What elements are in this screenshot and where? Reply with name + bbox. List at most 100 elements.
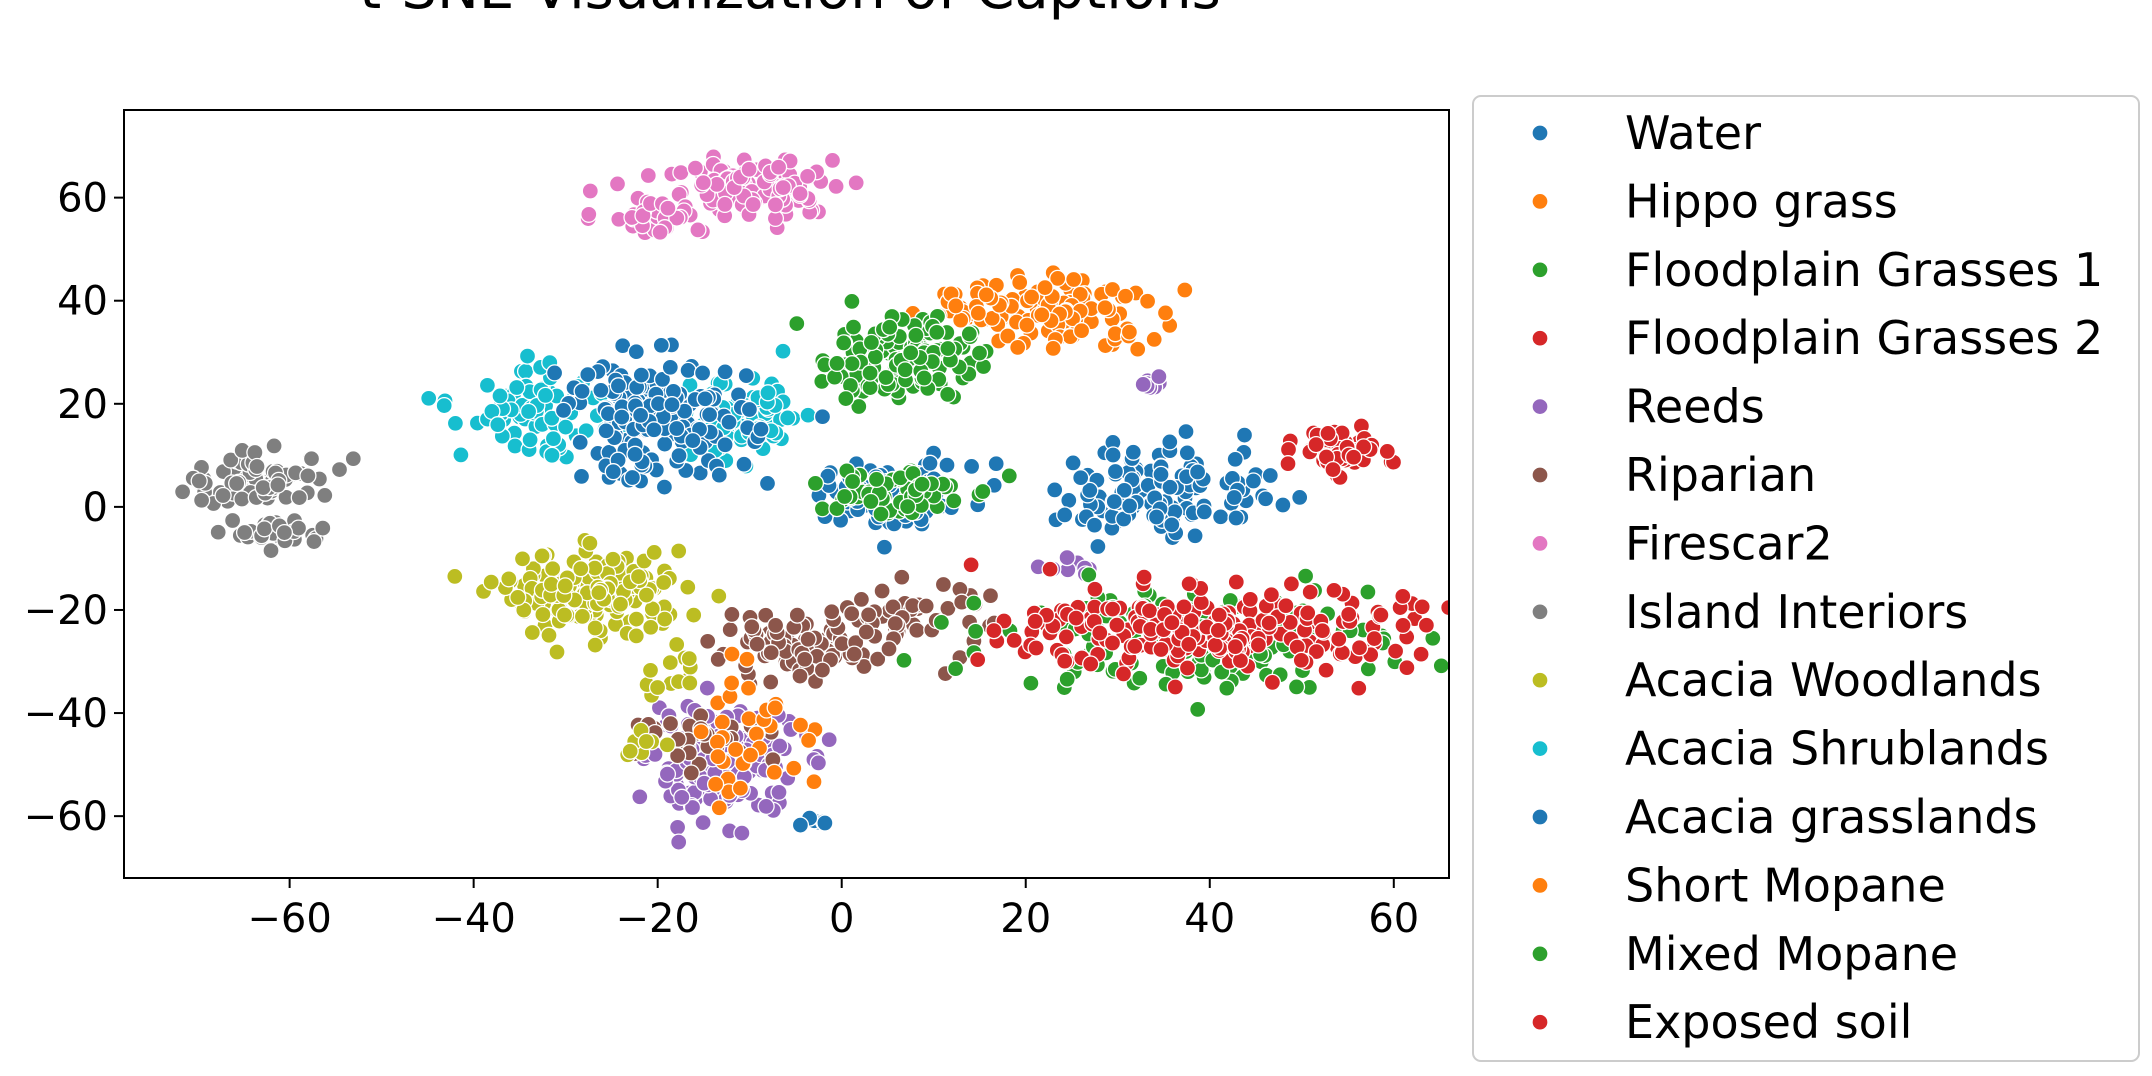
point-reeds (698, 679, 716, 697)
point-acacia-woodlands (670, 542, 688, 560)
point-acacia-grasslands (921, 454, 939, 472)
point-acacia-grasslands (752, 420, 770, 438)
legend-label: Riparian (1625, 448, 1816, 502)
point-mixed-mopane (1000, 467, 1018, 485)
legend-label: Water (1625, 106, 1761, 160)
point-mixed-mopane (895, 651, 913, 669)
point-acacia-shrublands (446, 414, 465, 432)
point-floodplain-grasses-1 (915, 369, 933, 387)
point-acacia-grasslands (735, 455, 753, 473)
point-short-mopane (740, 710, 758, 728)
point-riparian (721, 621, 739, 639)
point-floodplain-grasses-1 (960, 325, 978, 343)
x-tick-label: 60 (1368, 896, 1419, 942)
point-mixed-mopane (835, 487, 854, 506)
point-acacia-woodlands (637, 732, 655, 751)
point-hippo-grass (1116, 287, 1135, 305)
point-acacia-grasslands (1152, 465, 1170, 484)
point-reeds (771, 737, 789, 755)
point-acacia-woodlands (668, 635, 686, 654)
point-exposed-soil (1282, 575, 1301, 593)
point-acacia-woodlands (645, 543, 663, 562)
point-exposed-soil (1365, 629, 1383, 648)
point-mixed-mopane (945, 492, 963, 510)
point-mixed-mopane (1022, 674, 1040, 692)
point-floodplain-grasses-1 (828, 354, 846, 373)
point-firescar2 (639, 166, 657, 185)
point-riparian (791, 667, 809, 685)
point-riparian (893, 568, 911, 586)
legend-marker (1531, 1013, 1549, 1031)
legend-label: Hippo grass (1625, 174, 1898, 228)
point-exposed-soil (962, 556, 980, 574)
point-acacia-woodlands (642, 618, 660, 636)
point-hippo-grass (1145, 330, 1163, 349)
point-acacia-grasslands (655, 478, 674, 496)
point-acacia-shrublands (435, 396, 453, 415)
legend-marker (1531, 124, 1549, 142)
point-short-mopane (726, 740, 745, 759)
point-acacia-woodlands (710, 587, 728, 605)
point-acacia-grasslands (1195, 503, 1213, 521)
point-acacia-woodlands (627, 610, 646, 628)
point-riparian (859, 606, 878, 624)
legend-label: Exposed soil (1625, 995, 1912, 1049)
point-short-mopane (799, 731, 818, 750)
point-mixed-mopane (1359, 660, 1377, 678)
point-short-mopane (791, 716, 810, 734)
point-riparian (799, 630, 817, 648)
point-island-interiors (314, 519, 332, 537)
point-reeds (1058, 548, 1076, 567)
point-short-mopane (706, 775, 725, 793)
point-mixed-mopane (872, 505, 890, 523)
point-exposed-soil (1210, 606, 1228, 624)
point-acacia-woodlands (513, 550, 532, 568)
point-acacia-grasslands (1211, 508, 1230, 526)
plot-frame (123, 109, 1450, 879)
point-firescar2 (791, 185, 809, 203)
point-floodplain-grasses-1 (835, 334, 853, 352)
point-acacia-grasslands (1046, 481, 1064, 499)
point-acacia-grasslands (1120, 497, 1139, 515)
point-riparian (869, 650, 887, 668)
point-acacia-woodlands (661, 653, 679, 672)
point-riparian (873, 582, 891, 600)
point-reeds (770, 783, 788, 801)
point-acacia-woodlands (500, 570, 518, 588)
point-acacia-grasslands (737, 366, 755, 385)
point-acacia-woodlands (586, 619, 604, 637)
point-acacia-grasslands (758, 474, 777, 493)
point-mixed-mopane (932, 613, 951, 632)
point-acacia-grasslands (813, 408, 832, 426)
point-mixed-mopane (946, 660, 965, 678)
point-acacia-shrublands (452, 446, 470, 464)
point-exposed-soil (1067, 609, 1085, 627)
point-acacia-woodlands (446, 567, 464, 586)
point-hippo-grass (1036, 278, 1054, 297)
point-acacia-grasslands (684, 431, 702, 450)
point-floodplain-grasses-1 (939, 339, 957, 358)
point-acacia-woodlands (629, 567, 648, 586)
point-reeds (694, 813, 712, 832)
point-acacia-grasslands (1124, 443, 1142, 461)
point-riparian (762, 673, 780, 691)
point-exposed-soil (1140, 602, 1159, 620)
point-exposed-soil (1108, 616, 1126, 634)
point-acacia-grasslands (1163, 516, 1181, 534)
point-firescar2 (608, 175, 627, 193)
point-reeds (683, 798, 702, 817)
point-acacia-grasslands (632, 366, 650, 384)
point-acacia-woodlands (534, 605, 552, 624)
point-acacia-woodlands (509, 588, 527, 607)
point-acacia-shrublands (420, 389, 438, 407)
legend-marker (1531, 876, 1549, 895)
point-short-mopane (747, 725, 766, 743)
legend-marker (1531, 739, 1549, 758)
point-acacia-grasslands (1081, 481, 1099, 500)
point-acacia-grasslands (670, 446, 688, 465)
point-mixed-mopane (867, 470, 886, 489)
point-floodplain-grasses-2 (1279, 455, 1297, 473)
point-acacia-grasslands (597, 422, 615, 440)
y-tick-label: −20 (24, 588, 108, 634)
